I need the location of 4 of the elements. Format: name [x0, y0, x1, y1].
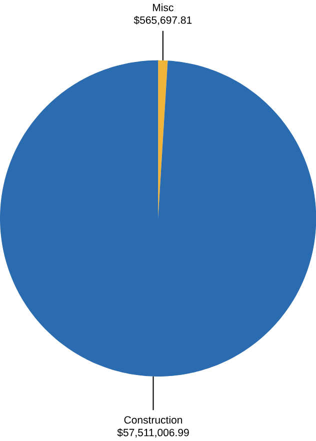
slice-label: Misc — [152, 3, 174, 12]
data-label: $565,697.81 — [134, 16, 192, 26]
data-label: $57,511,006.99 — [117, 428, 189, 438]
slice-label: Construction — [124, 416, 182, 424]
